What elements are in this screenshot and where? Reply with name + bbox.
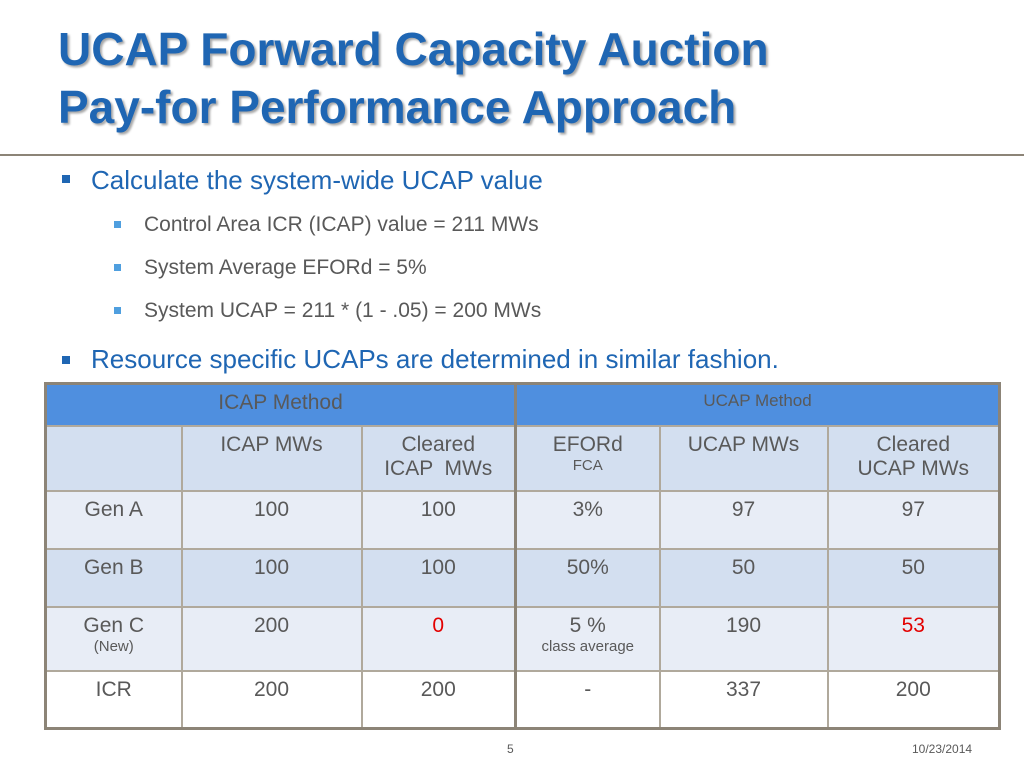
table-group-header-row: ICAP Method UCAP Method [44, 382, 1001, 427]
row-name-cell: Gen C (New) [44, 605, 183, 672]
column-header-cleared-ucap-l1: Cleared [876, 432, 951, 456]
table-row: ICR 200 200 - 337 200 [44, 669, 1001, 730]
cell-ucap-mws: 337 [658, 669, 829, 730]
sub-bullet-ucap-formula: System UCAP = 211 * (1 - .05) = 200 MWs [144, 299, 542, 322]
sub-bullet-eford: System Average EFORd = 5% [144, 256, 427, 279]
slide-title-line-2: Pay-for Performance Approach [58, 81, 737, 133]
column-header-eford-label: EFORd [552, 432, 623, 456]
cell-ucap-mws: 190 [658, 605, 829, 672]
cell-eford: 50% [514, 547, 661, 608]
cell-cleared-icap: 100 [360, 489, 517, 550]
header-icap-method: ICAP Method [44, 382, 517, 427]
ucap-comparison-table: ICAP Method UCAP Method ICAP MWs Cleared… [44, 382, 1002, 730]
row-name: ICR [44, 669, 183, 730]
cell-eford: - [514, 669, 661, 730]
bullet-resource-ucaps: Resource specific UCAPs are determined i… [91, 344, 779, 374]
cell-cleared-icap: 0 [360, 605, 517, 672]
slide-title-line-1: UCAP Forward Capacity Auction [58, 23, 769, 75]
slide-title: UCAP Forward Capacity Auction Pay-for Pe… [58, 20, 1008, 136]
column-header-icap-mws: ICAP MWs [180, 424, 363, 492]
header-ucap-method: UCAP Method [513, 382, 1001, 427]
row-name: Gen B [44, 547, 183, 608]
cell-icap-mws: 100 [180, 547, 363, 608]
column-header-cleared-ucap-l2: UCAP MWs [857, 456, 970, 480]
column-header-cleared-icap: Cleared ICAP MWs [360, 424, 517, 492]
column-header-cleared-icap-l2: ICAP MWs [384, 456, 493, 480]
cell-cleared-ucap: 97 [826, 489, 1001, 550]
cell-eford: 5 % [569, 613, 606, 637]
sub-bullet-square-icon [114, 307, 121, 314]
bullet-system-ucap: Calculate the system-wide UCAP value [91, 165, 543, 195]
bullet-square-icon [62, 175, 70, 183]
cell-eford-cell: 5 % class average [514, 605, 661, 672]
column-header-eford-sub: FCA [572, 456, 603, 474]
sub-bullet-square-icon [114, 264, 121, 271]
row-name: Gen A [44, 489, 183, 550]
cell-ucap-mws: 50 [658, 547, 829, 608]
page-number: 5 [507, 742, 514, 756]
cell-cleared-ucap: 53 [826, 605, 1001, 672]
table-row: Gen B 100 100 50% 50 50 [44, 547, 1001, 608]
cell-cleared-icap: 200 [360, 669, 517, 730]
cell-ucap-mws: 97 [658, 489, 829, 550]
title-divider [0, 154, 1024, 156]
table-column-header-row: ICAP MWs Cleared ICAP MWs EFORd FCA UCAP… [44, 424, 1001, 492]
bullet-square-icon [62, 356, 70, 364]
column-header-ucap-mws: UCAP MWs [658, 424, 829, 492]
column-header-blank [44, 424, 183, 492]
row-name: Gen C [83, 613, 145, 637]
column-header-cleared-ucap: Cleared UCAP MWs [826, 424, 1001, 492]
cell-icap-mws: 200 [180, 605, 363, 672]
cell-cleared-icap: 100 [360, 547, 517, 608]
sub-bullet-square-icon [114, 221, 121, 228]
column-header-eford: EFORd FCA [514, 424, 661, 492]
cell-eford-note: class average [541, 637, 635, 655]
cell-cleared-ucap: 50 [826, 547, 1001, 608]
row-note: (New) [93, 637, 134, 655]
cell-eford: 3% [514, 489, 661, 550]
column-header-cleared-icap-l1: Cleared [401, 432, 476, 456]
cell-icap-mws: 200 [180, 669, 363, 730]
table-row: Gen A 100 100 3% 97 97 [44, 489, 1001, 550]
sub-bullet-icr: Control Area ICR (ICAP) value = 211 MWs [144, 213, 539, 236]
slide-date: 10/23/2014 [912, 742, 973, 756]
table-row: Gen C (New) 200 0 5 % class average 190 … [44, 605, 1001, 672]
cell-icap-mws: 100 [180, 489, 363, 550]
cell-cleared-ucap: 200 [826, 669, 1001, 730]
